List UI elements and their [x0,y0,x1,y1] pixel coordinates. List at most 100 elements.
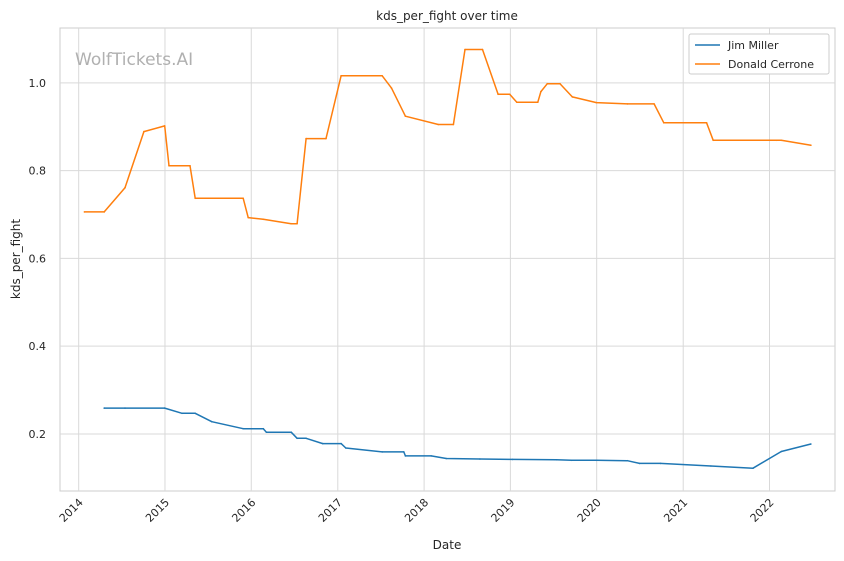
data-point-jim-miller [262,427,265,430]
data-point-donald-cerrone [452,123,455,126]
y-tick-label: 1.0 [29,77,47,90]
grid [60,28,835,491]
data-point-donald-cerrone [381,75,384,77]
data-point-jim-miller [211,420,213,423]
data-point-jim-miller [321,442,324,445]
data-point-donald-cerrone [83,211,86,213]
x-tick-label: 2018 [402,496,431,525]
plot-area [59,27,836,492]
data-point-donald-cerrone [124,186,126,189]
data-point-donald-cerrone [247,216,249,219]
y-tick-label: 0.4 [29,340,47,353]
data-point-donald-cerrone [404,115,407,117]
x-tick-label: 2017 [316,496,345,525]
x-tick-label: 2022 [748,496,777,525]
data-point-donald-cerrone [595,101,598,104]
series-lines [83,48,812,470]
data-point-jim-miller [340,442,342,445]
data-point-donald-cerrone [497,93,499,96]
x-tick-label: 2020 [575,496,604,525]
legend-label-jim-miller: Jim Miller [727,39,779,52]
data-point-donald-cerrone [390,87,393,89]
data-point-donald-cerrone [780,139,783,142]
data-point-donald-cerrone [189,165,191,167]
data-point-jim-miller [194,412,196,415]
data-point-jim-miller [163,407,166,409]
data-point-donald-cerrone [559,82,561,85]
data-point-jim-miller [780,450,783,453]
x-tick-label: 2019 [489,496,518,525]
data-point-donald-cerrone [143,130,145,133]
watermark: WolfTickets.AI [75,50,193,70]
data-point-donald-cerrone [626,103,629,105]
data-point-donald-cerrone [810,144,812,146]
data-point-donald-cerrone [508,93,511,96]
x-tick-label: 2014 [57,496,86,525]
data-point-donald-cerrone [305,137,307,140]
y-axis-label: kds_per_fight [9,219,23,300]
data-point-jim-miller [242,427,244,430]
data-point-donald-cerrone [194,197,196,200]
x-tick-label: 2015 [143,496,172,525]
legend-label-donald-cerrone: Donald Cerrone [728,58,814,71]
data-point-jim-miller [445,457,448,460]
data-point-donald-cerrone [168,165,170,167]
data-point-jim-miller [103,407,105,409]
x-tick-labels: 2014 2015 2016 2017 2018 2019 2020 2021 2022 [57,496,777,525]
data-point-jim-miller [290,431,293,434]
series-line-donald-cerrone [84,48,812,225]
data-point-donald-cerrone [571,96,574,98]
data-point-jim-miller [595,459,597,462]
data-point-donald-cerrone [242,197,244,200]
data-point-jim-miller [810,443,812,445]
data-point-jim-miller [511,458,514,461]
data-point-jim-miller [659,462,662,465]
data-point-jim-miller [555,459,558,461]
data-point-donald-cerrone [540,90,542,93]
data-point-donald-cerrone [340,75,342,77]
y-tick-label: 0.6 [29,252,47,265]
data-point-donald-cerrone [705,122,708,124]
x-axis-label: Date [433,538,462,552]
data-point-jim-miller [305,437,307,440]
data-point-jim-miller [430,455,433,457]
data-point-jim-miller [570,459,573,462]
chart-title: kds_per_fight over time [376,9,518,23]
data-point-donald-cerrone [537,101,539,103]
data-point-donald-cerrone [163,125,166,127]
data-point-donald-cerrone [290,222,293,225]
data-point-jim-miller [181,412,183,415]
series-line-jim-miller [104,407,812,469]
data-point-jim-miller [381,451,384,453]
data-point-jim-miller [638,462,641,465]
data-point-donald-cerrone [325,137,327,140]
data-point-donald-cerrone [481,48,484,51]
data-point-donald-cerrone [262,218,265,221]
y-tick-label: 0.8 [29,165,47,178]
data-point-donald-cerrone [546,82,549,85]
data-point-jim-miller [479,458,481,460]
data-point-donald-cerrone [464,48,466,51]
data-point-jim-miller [296,437,298,440]
data-point-donald-cerrone [103,211,105,213]
x-tick-label: 2016 [229,496,258,525]
data-point-donald-cerrone [516,101,518,103]
x-tick-label: 2021 [661,496,690,525]
data-point-donald-cerrone [775,139,778,142]
data-point-jim-miller [265,431,268,434]
data-point-jim-miller [403,451,405,453]
data-point-jim-miller [710,465,712,467]
data-point-donald-cerrone [663,122,665,124]
data-point-jim-miller [345,447,347,449]
data-point-jim-miller [752,467,754,470]
y-tick-labels: 0.2 0.4 0.6 0.8 1.0 [29,77,47,441]
data-point-donald-cerrone [712,139,714,142]
data-point-jim-miller [404,455,407,457]
legend: Jim Miller Donald Cerrone [688,33,830,75]
data-point-jim-miller [124,407,126,409]
data-point-donald-cerrone [653,103,655,105]
y-tick-label: 0.2 [29,428,47,441]
data-point-donald-cerrone [296,222,298,225]
data-point-donald-cerrone [437,123,440,126]
